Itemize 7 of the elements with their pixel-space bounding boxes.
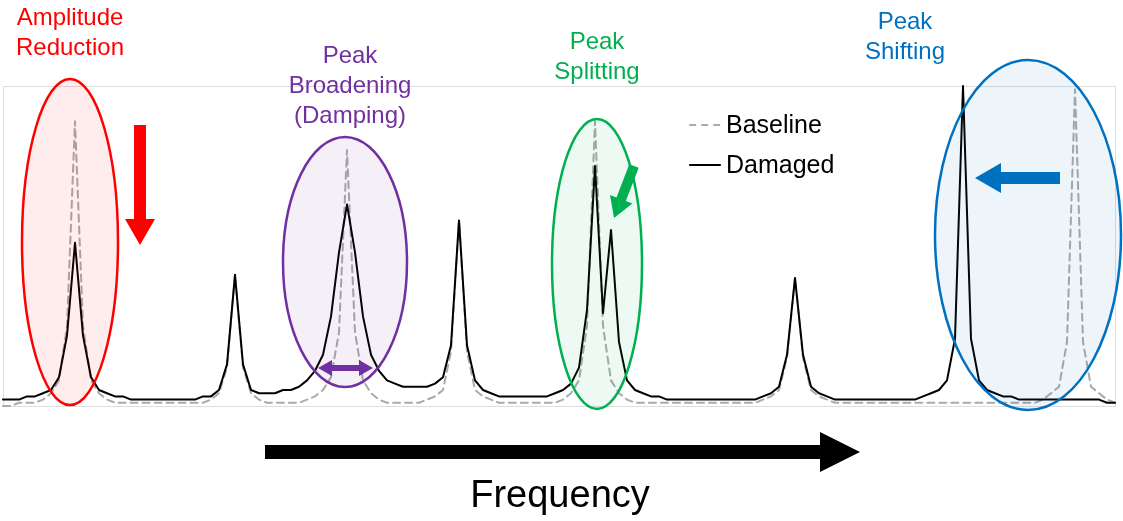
text: Amplitude Reduction bbox=[15, 3, 125, 60]
annotation: Peak Broadening (Damping) bbox=[288, 41, 412, 128]
legend-label: Baseline bbox=[726, 110, 822, 138]
text: Peak Splitting bbox=[554, 27, 640, 84]
x-axis-title: Frequency bbox=[470, 473, 650, 515]
legend-label: Damaged bbox=[726, 150, 835, 178]
text: Peak Shifting bbox=[864, 7, 946, 64]
